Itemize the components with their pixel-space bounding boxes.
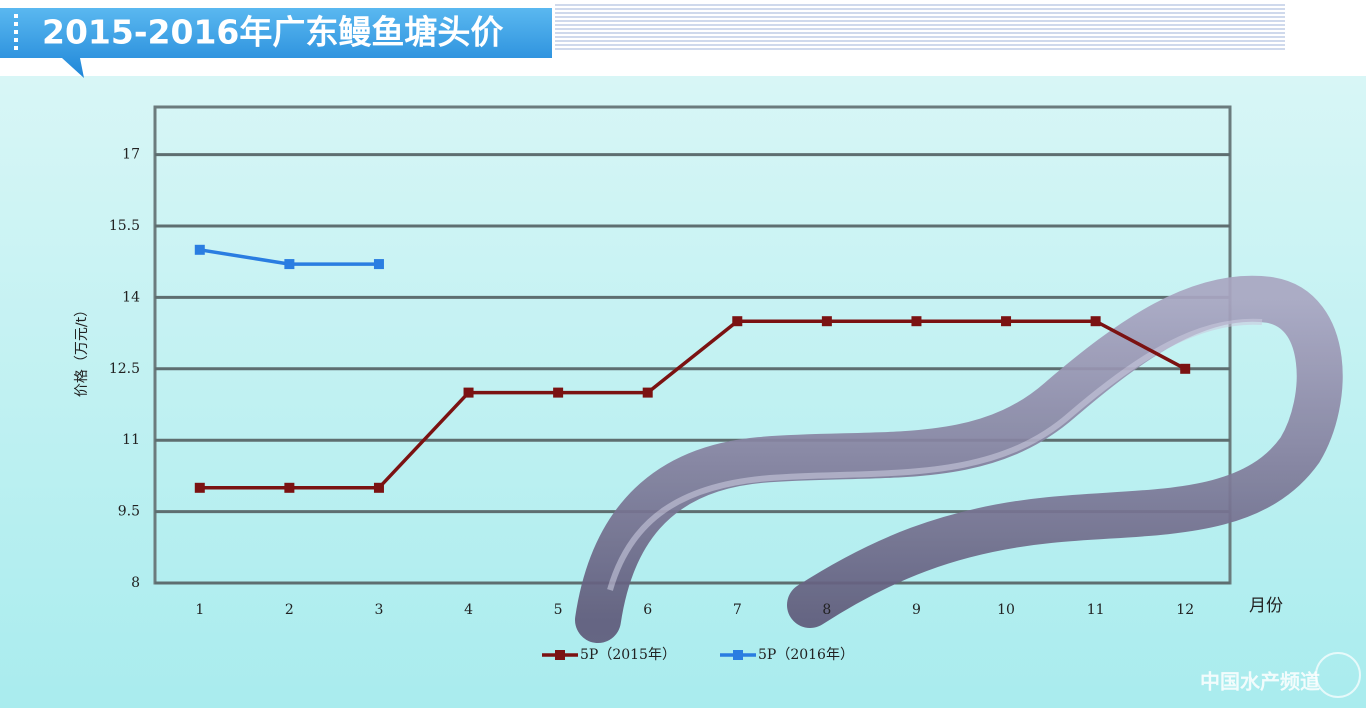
legend-marker [555,650,565,660]
x-tick-label: 11 [1087,602,1105,618]
data-point [911,316,922,327]
data-point [821,316,832,327]
data-point [194,244,205,255]
x-tick-label: 3 [374,602,383,618]
data-point [553,387,564,398]
eel-illustration [575,275,1343,643]
x-tick-label: 9 [912,602,921,618]
y-axis-label: 价格（万元/t） [74,303,90,397]
y-tick-label: 9.5 [118,504,140,520]
y-tick-label: 15.5 [109,218,140,234]
data-point [1001,316,1012,327]
chart-bg [0,76,1366,708]
x-axis-label: 月份 [1249,596,1283,616]
x-tick-label: 8 [822,602,831,618]
title-banner [0,8,552,78]
x-tick-label: 1 [195,602,204,618]
data-point [732,316,743,327]
header-hatch [555,4,1285,50]
legend-label: 5P（2015年） [580,647,676,663]
data-point [373,259,384,270]
series-line [199,319,1187,490]
y-tick-label: 12.5 [109,361,140,377]
x-tick-label: 4 [464,602,473,618]
legend-marker [733,650,743,660]
data-point [373,482,384,493]
watermark-globe [1315,652,1361,698]
data-point [642,387,653,398]
data-point [194,482,205,493]
data-point [1180,363,1191,374]
y-tick-label: 8 [131,575,140,591]
legend-label: 5P（2016年） [758,647,854,663]
y-tick-label: 11 [122,432,140,448]
x-tick-label: 6 [643,602,652,618]
x-tick-label: 2 [285,602,294,618]
x-tick-label: 12 [1176,602,1194,618]
data-point [463,387,474,398]
data-point [284,259,295,270]
x-tick-label: 5 [554,602,563,618]
y-tick-label: 14 [122,289,140,305]
data-point [1090,316,1101,327]
x-tick-label: 7 [733,602,742,618]
data-point [284,482,295,493]
chart-title: 2015-2016年广东鳗鱼塘头价 [42,13,503,52]
y-tick-label: 17 [122,147,140,163]
series [194,244,1191,493]
grid [155,153,1230,585]
watermark: 中国水产频道 [1200,670,1320,694]
x-tick-label: 10 [997,602,1015,618]
